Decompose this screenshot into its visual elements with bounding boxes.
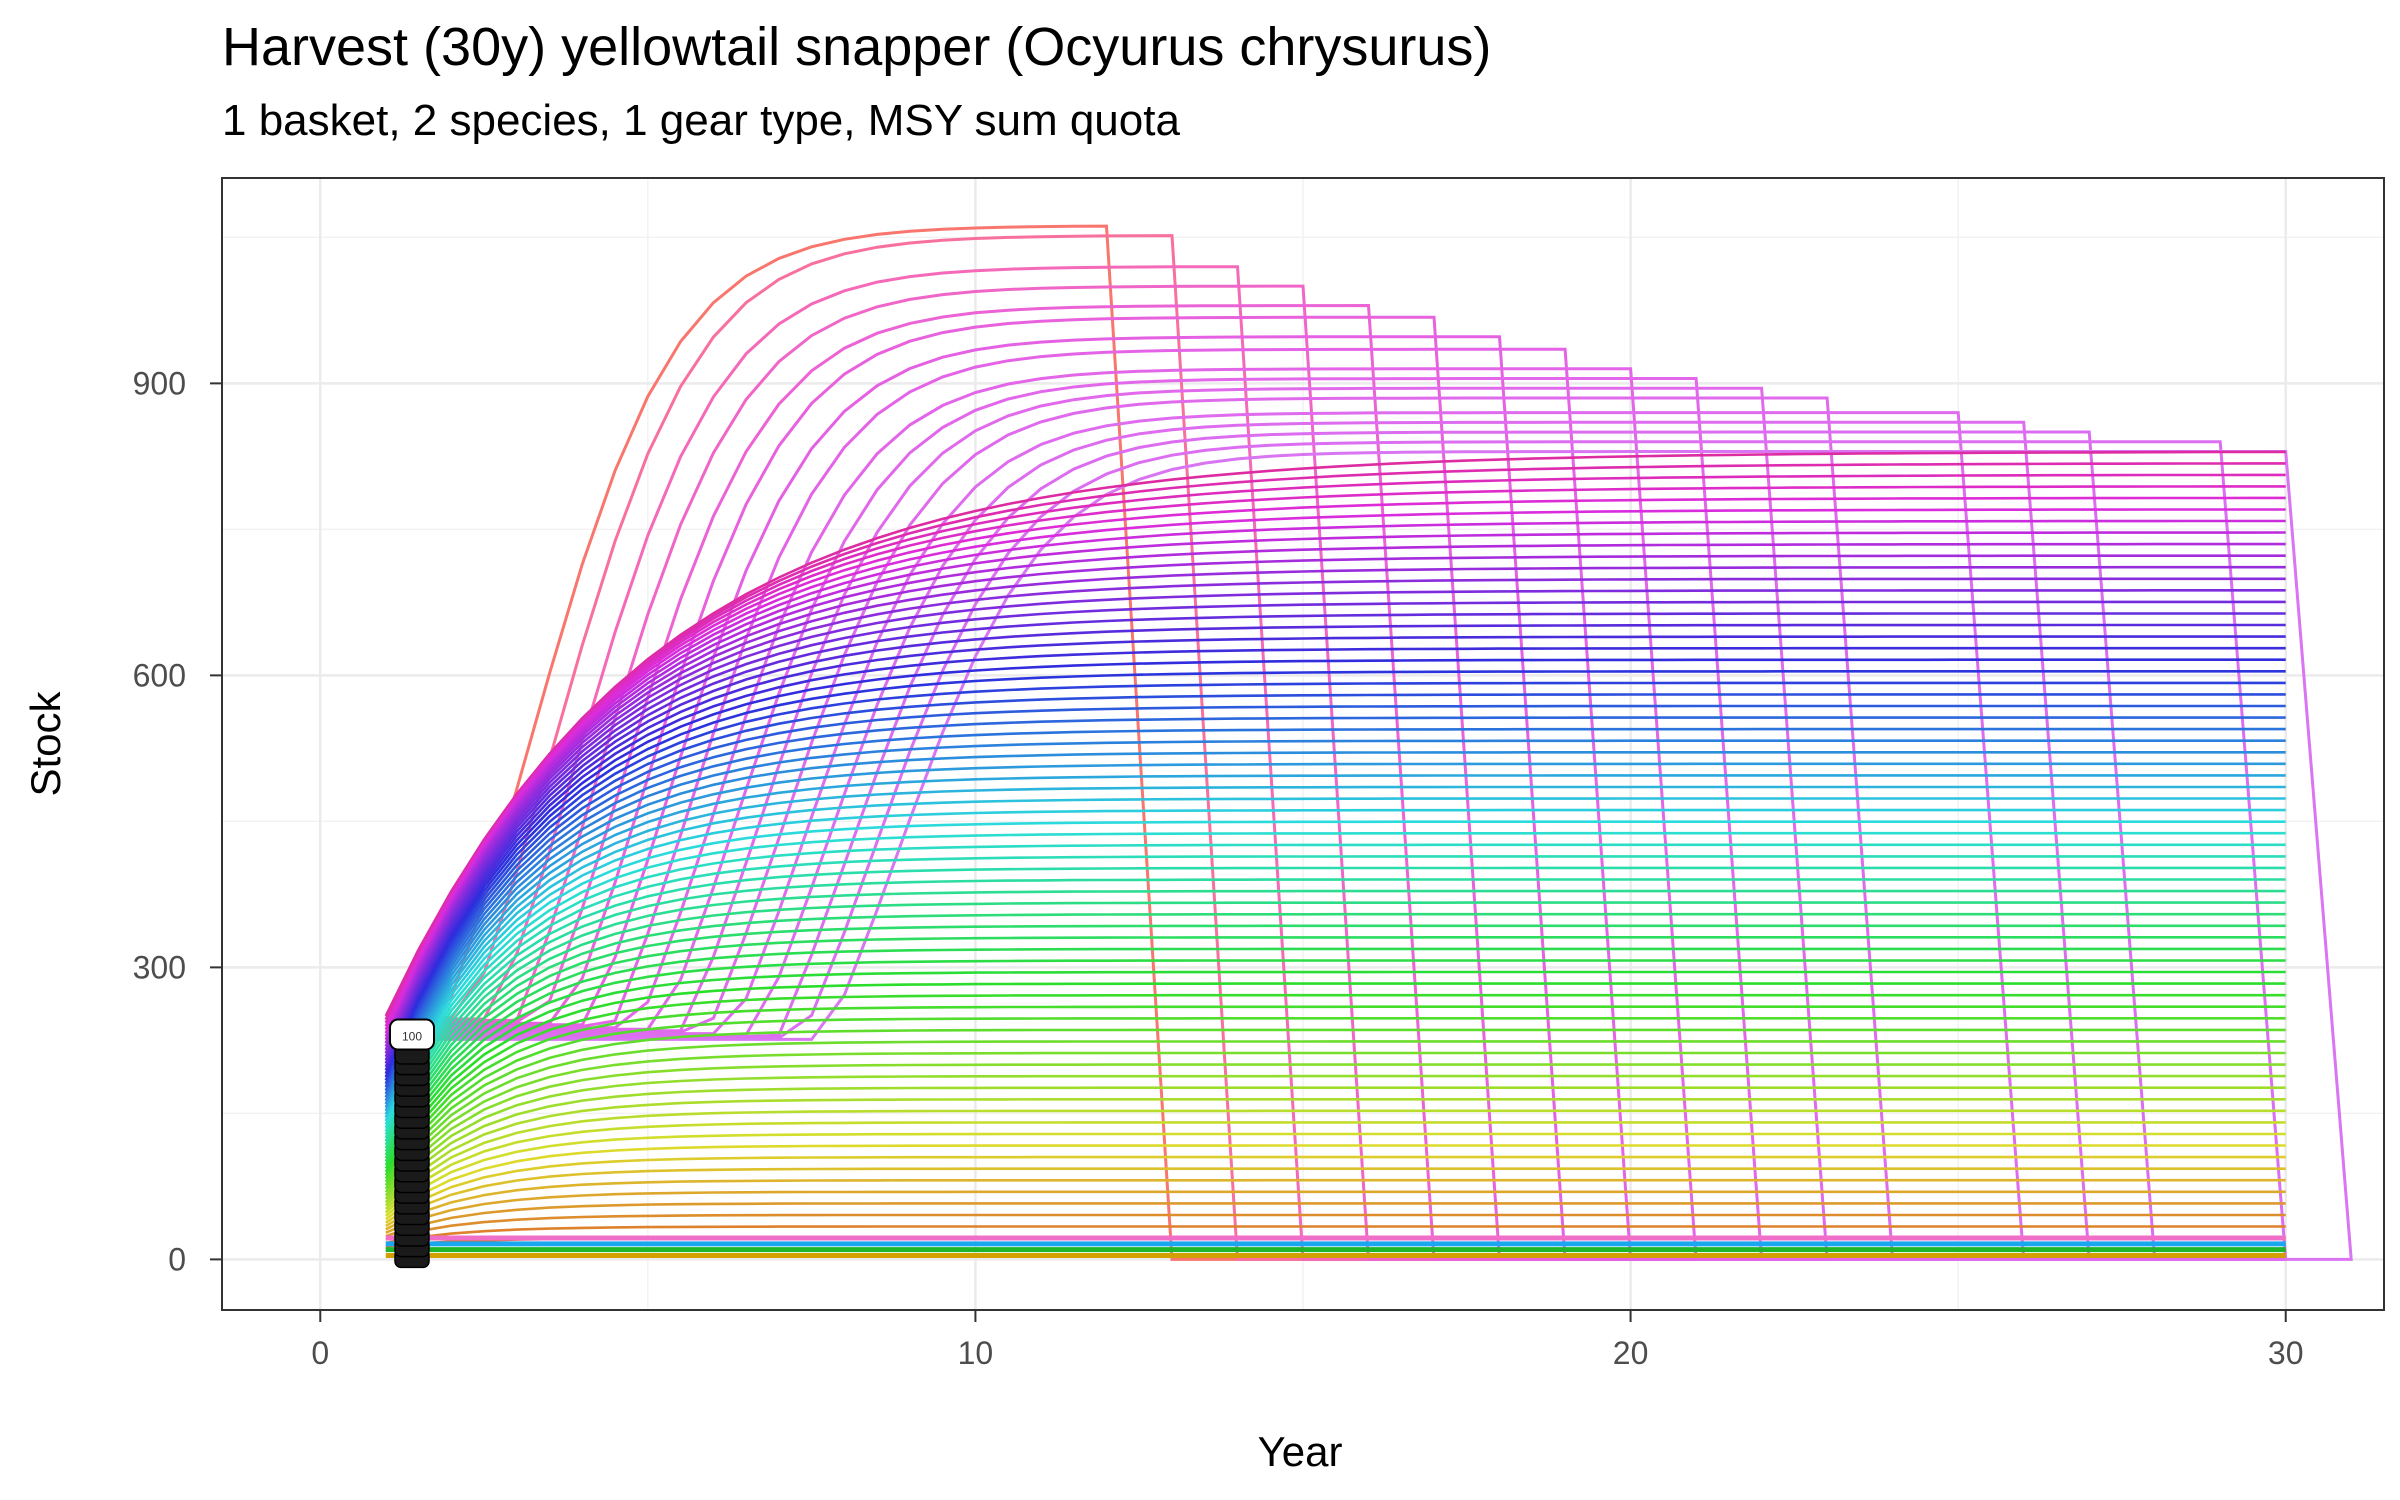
series-line-stock bbox=[384, 959, 2286, 1166]
plot-border bbox=[221, 177, 2385, 1311]
series-line-stock bbox=[384, 1040, 2286, 1190]
x-tick-label: 20 bbox=[1613, 1335, 1649, 1371]
series-line-stock bbox=[385, 1202, 2286, 1238]
series-line-stock bbox=[384, 1005, 2286, 1180]
series-line-stock bbox=[384, 1074, 2286, 1200]
series-line-stock bbox=[384, 496, 2286, 1031]
series-line-stock bbox=[384, 912, 2286, 1153]
series-line-stock bbox=[384, 658, 2286, 1078]
chart-title: Harvest (30y) yellowtail snapper (Ocyuru… bbox=[222, 17, 1492, 77]
series-line-stock bbox=[384, 843, 2286, 1132]
series-line-stock bbox=[385, 1155, 2286, 1224]
series-lines bbox=[384, 224, 2353, 1261]
x-tick-label: 10 bbox=[958, 1335, 994, 1371]
series-line-stock bbox=[385, 1225, 2286, 1245]
series-line-stock bbox=[384, 751, 2286, 1105]
series-line-stock bbox=[384, 785, 2286, 1115]
series-line-harvest bbox=[385, 224, 2286, 1261]
series-line-stock bbox=[384, 808, 2286, 1122]
series-line-stock bbox=[384, 485, 2286, 1027]
label-box-text: 100 bbox=[402, 1030, 422, 1044]
x-tick-label: 0 bbox=[311, 1335, 329, 1371]
series-line-harvest bbox=[385, 284, 2286, 1261]
label-stack: 100 bbox=[388, 1018, 435, 1269]
series-line-stock bbox=[384, 1017, 2286, 1183]
series-line-stock bbox=[384, 681, 2286, 1085]
series-line-stock bbox=[384, 554, 2286, 1048]
series-line-stock bbox=[384, 589, 2286, 1058]
series-line-stock bbox=[384, 473, 2286, 1024]
series-line-stock bbox=[384, 739, 2286, 1102]
series-line-stock bbox=[384, 947, 2286, 1163]
series-line-stock bbox=[384, 565, 2286, 1051]
series-line-stock bbox=[384, 727, 2286, 1098]
series-line-stock bbox=[384, 993, 2286, 1176]
series-line-harvest bbox=[385, 315, 2286, 1261]
series-line-stock bbox=[384, 1109, 2286, 1210]
chart-subtitle: 1 basket, 2 species, 1 gear type, MSY su… bbox=[222, 96, 1180, 145]
y-tick-label: 900 bbox=[133, 365, 186, 401]
series-line-stock bbox=[384, 901, 2286, 1149]
series-line-stock bbox=[384, 762, 2286, 1109]
series-line-harvest bbox=[385, 303, 2286, 1261]
series-line-stock bbox=[384, 1086, 2286, 1204]
series-line-stock bbox=[384, 623, 2286, 1068]
series-line-stock bbox=[384, 612, 2286, 1064]
series-line-stock bbox=[384, 693, 2286, 1088]
series-line-stock bbox=[384, 542, 2286, 1044]
series-line-stock bbox=[384, 508, 2286, 1034]
series-line-stock bbox=[384, 646, 2286, 1075]
series-line-stock bbox=[384, 670, 2286, 1081]
series-line-stock bbox=[384, 450, 2286, 1017]
series-line-stock bbox=[384, 1028, 2286, 1187]
label-box-top bbox=[388, 1018, 435, 1051]
series-line-stock bbox=[384, 1063, 2286, 1197]
series-line-stock bbox=[384, 831, 2286, 1129]
series-line-stock bbox=[385, 1167, 2286, 1228]
series-line-stock bbox=[384, 866, 2286, 1139]
series-line-stock bbox=[385, 1144, 2286, 1221]
series-line-stock bbox=[384, 716, 2286, 1095]
series-line-stock bbox=[384, 982, 2286, 1173]
series-line-stock bbox=[384, 600, 2286, 1061]
series-line-stock bbox=[384, 577, 2286, 1054]
series-line-stock bbox=[385, 1190, 2286, 1234]
series-line-stock bbox=[384, 704, 2286, 1092]
y-tick-label: 300 bbox=[133, 949, 186, 985]
y-tick-label: 600 bbox=[133, 657, 186, 693]
x-tick-label: 30 bbox=[2268, 1335, 2304, 1371]
x-axis-title: Year bbox=[1258, 1428, 1343, 1475]
series-line-stock bbox=[384, 855, 2286, 1136]
series-line-stock bbox=[384, 878, 2286, 1142]
series-line-stock bbox=[384, 797, 2286, 1119]
series-line-stock bbox=[384, 1051, 2286, 1193]
series-line-stock bbox=[384, 1132, 2286, 1217]
series-line-stock bbox=[384, 970, 2286, 1170]
series-line-stock bbox=[384, 936, 2286, 1159]
series-line-stock bbox=[384, 924, 2286, 1156]
series-line-stock bbox=[384, 531, 2286, 1041]
series-line-stock bbox=[384, 774, 2286, 1112]
series-line-stock bbox=[384, 1121, 2286, 1214]
series-line-harvest bbox=[385, 265, 2286, 1261]
series-line-stock bbox=[384, 889, 2286, 1146]
series-line-stock bbox=[385, 1213, 2286, 1241]
series-line-harvest bbox=[385, 347, 2286, 1261]
y-tick-label: 0 bbox=[168, 1241, 186, 1277]
series-line-stock bbox=[384, 462, 2286, 1020]
y-axis-title: Stock bbox=[22, 690, 69, 796]
series-line-stock bbox=[384, 820, 2286, 1125]
series-line-stock bbox=[385, 1178, 2286, 1231]
series-line-stock bbox=[384, 635, 2286, 1071]
series-line-stock bbox=[384, 1098, 2286, 1207]
series-line-stock bbox=[384, 519, 2286, 1037]
